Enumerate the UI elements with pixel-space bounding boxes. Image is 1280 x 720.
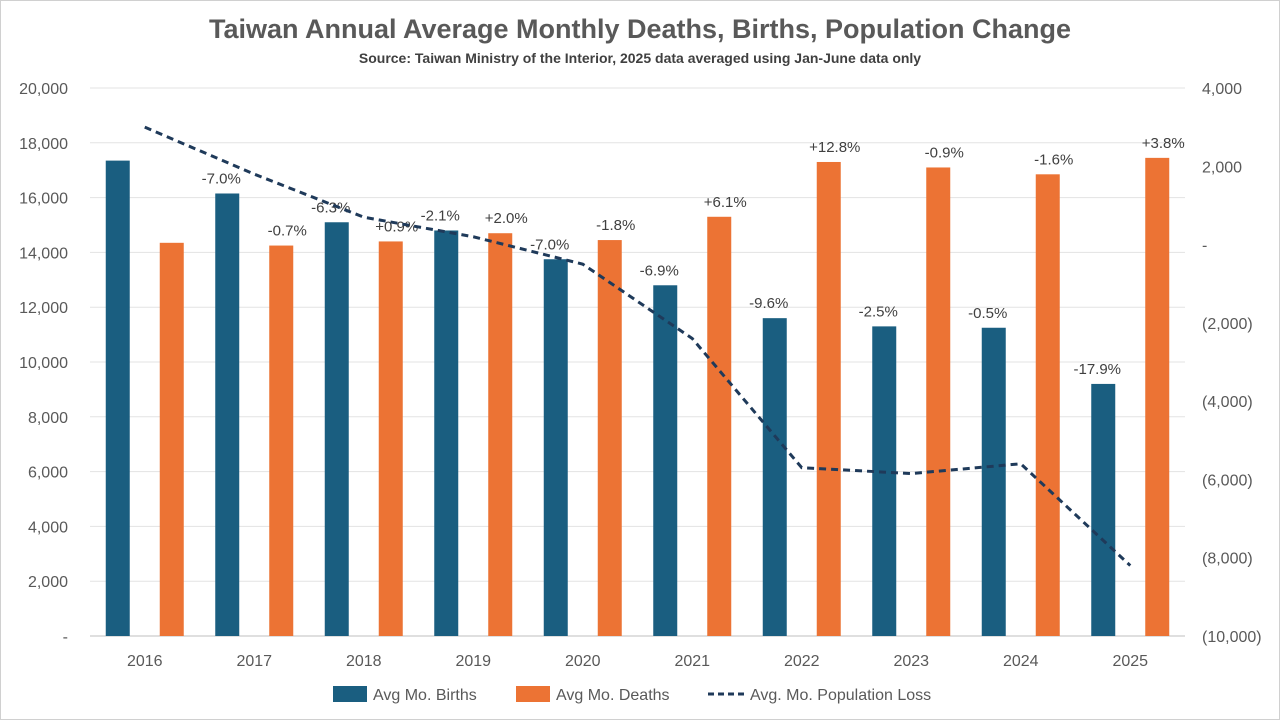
- births-bar: [105, 160, 130, 637]
- births-data-label: -0.5%: [968, 305, 1007, 322]
- y-left-tick-label: 16,000: [19, 191, 68, 208]
- y-right-tick-label: (10,000): [1202, 629, 1262, 646]
- births-bar: [872, 326, 897, 636]
- y-right-tick-label: (2,000): [1202, 316, 1253, 333]
- y-left-tick-label: 8,000: [28, 410, 68, 427]
- deaths-data-label: +0.9%: [375, 218, 418, 235]
- deaths-bar: [1145, 157, 1170, 636]
- births-data-label: -6.3%: [311, 199, 350, 216]
- y-right-tick-label: (6,000): [1202, 472, 1253, 489]
- legend-deaths-swatch: [516, 686, 550, 702]
- legend-births-swatch: [333, 686, 367, 702]
- y-left-tick-label: 12,000: [19, 300, 68, 317]
- x-tick-label: 2025: [1112, 653, 1148, 670]
- deaths-bar: [816, 161, 841, 637]
- births-bar: [762, 318, 787, 636]
- deaths-data-label: +12.8%: [809, 139, 860, 156]
- births-bar: [981, 327, 1006, 636]
- births-data-label: -2.1%: [421, 207, 460, 224]
- y-left-tick-label: 10,000: [19, 355, 68, 372]
- legend-deaths-label: Avg Mo. Deaths: [556, 687, 670, 704]
- y-right-tick-label: 4,000: [1202, 81, 1242, 98]
- x-tick-label: 2022: [784, 653, 820, 670]
- deaths-bar: [1035, 174, 1060, 636]
- births-bar: [434, 230, 459, 637]
- deaths-data-label: -1.8%: [596, 217, 635, 234]
- x-tick-label: 2021: [674, 653, 710, 670]
- births-data-label: -6.9%: [640, 262, 679, 279]
- deaths-bar: [488, 233, 513, 636]
- y-left-tick-label: 20,000: [19, 81, 68, 98]
- births-bar: [1091, 383, 1116, 636]
- y-right-tick-label: (8,000): [1202, 551, 1253, 568]
- deaths-data-label: -1.6%: [1034, 151, 1073, 168]
- births-data-label: -2.5%: [859, 303, 898, 320]
- legend-births-label: Avg Mo. Births: [373, 687, 477, 704]
- deaths-bar: [269, 245, 294, 637]
- x-tick-label: 2020: [565, 653, 601, 670]
- deaths-bar: [378, 241, 403, 636]
- legend-loss-label: Avg. Mo. Population Loss: [750, 687, 931, 704]
- deaths-bar: [597, 240, 622, 636]
- x-tick-label: 2018: [346, 653, 382, 670]
- y-left-tick-label: 6,000: [28, 465, 68, 482]
- deaths-data-label: -0.9%: [925, 144, 964, 161]
- births-bar: [215, 193, 240, 637]
- deaths-bar: [707, 216, 732, 636]
- deaths-data-label: +2.0%: [485, 210, 528, 227]
- population-loss-line: [144, 125, 1132, 567]
- x-tick-label: 2017: [236, 653, 272, 670]
- x-tick-label: 2019: [455, 653, 491, 670]
- births-bar: [324, 222, 349, 636]
- births-bar: [543, 259, 568, 636]
- births-data-label: -9.6%: [749, 295, 788, 312]
- y-right-tick-label: 2,000: [1202, 159, 1242, 176]
- deaths-data-label: -0.7%: [268, 223, 307, 240]
- y-left-tick-label: -: [63, 629, 68, 646]
- chart-title: Taiwan Annual Average Monthly Deaths, Bi…: [208, 14, 1072, 44]
- y-left-tick-label: 4,000: [28, 519, 68, 536]
- births-data-label: -17.9%: [1073, 361, 1121, 378]
- y-left-tick-label: 18,000: [19, 136, 68, 153]
- y-right-tick-label: -: [1202, 238, 1207, 255]
- chart-subtitle: Source: Taiwan Ministry of the Interior,…: [358, 50, 922, 66]
- births-data-label: -7.0%: [202, 170, 241, 187]
- y-right-tick-label: (4,000): [1202, 394, 1253, 411]
- deaths-bar: [159, 242, 184, 636]
- x-tick-label: 2024: [1003, 653, 1039, 670]
- births-bar: [653, 285, 678, 636]
- deaths-bar: [926, 167, 951, 636]
- deaths-data-label: +3.8%: [1142, 135, 1185, 152]
- y-left-tick-label: 2,000: [28, 574, 68, 591]
- births-data-label: -7.0%: [530, 236, 569, 253]
- x-tick-label: 2023: [893, 653, 929, 670]
- x-tick-label: 2016: [127, 653, 163, 670]
- deaths-data-label: +6.1%: [704, 194, 747, 211]
- y-left-tick-label: 14,000: [19, 245, 68, 262]
